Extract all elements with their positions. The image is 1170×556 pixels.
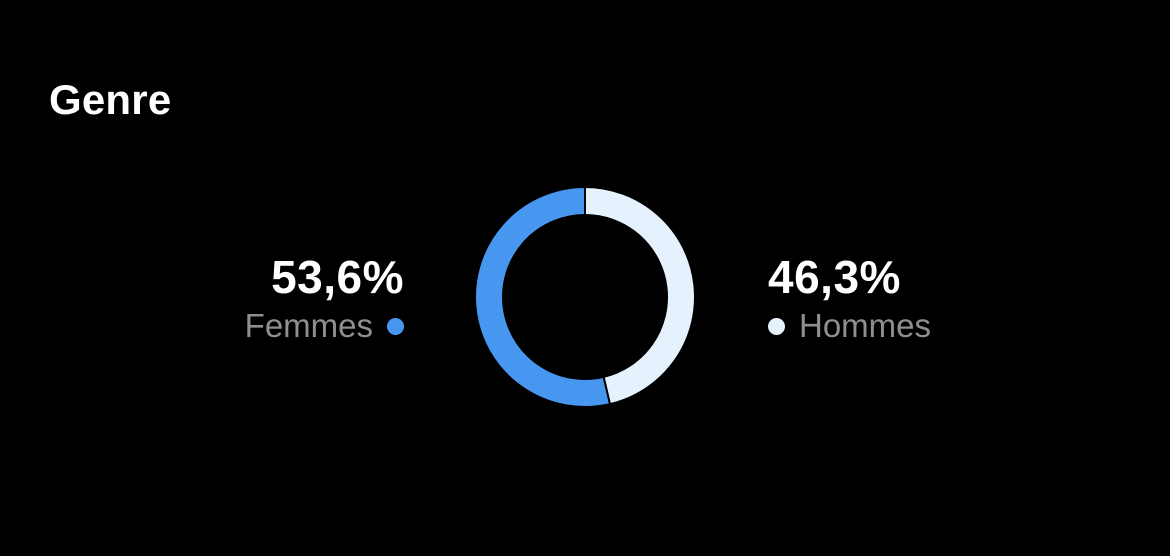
- stat-women-legend: Femmes: [104, 304, 404, 348]
- stat-men-label: Hommes: [799, 307, 932, 344]
- section-title: Genre: [49, 76, 172, 123]
- stat-women-label: Femmes: [244, 307, 373, 344]
- men-legend-dot: [768, 317, 785, 335]
- donut-slice-men: [584, 185, 696, 406]
- stat-women-value: 53,6%: [271, 251, 404, 303]
- stat-women: 53,6% Femmes: [104, 250, 404, 348]
- stat-men-value: 46,3%: [768, 251, 901, 303]
- stat-men: 46,3% Hommes: [768, 250, 1068, 348]
- women-legend-dot: [387, 317, 404, 335]
- stat-men-legend: Hommes: [768, 304, 1068, 348]
- gender-donut-chart: [474, 185, 696, 408]
- donut-slice-women: [474, 185, 612, 408]
